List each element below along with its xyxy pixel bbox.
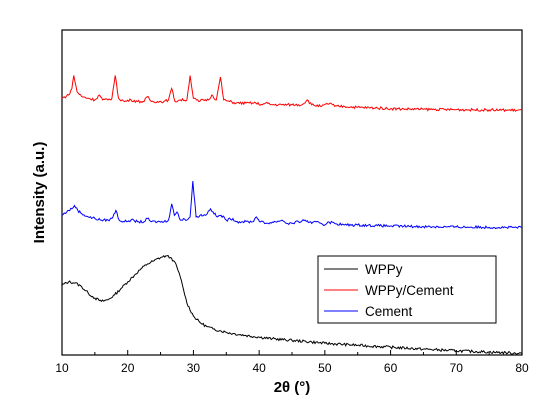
x-axis-ticks [61, 350, 523, 355]
legend: WPPy WPPy/Cement Cement [317, 255, 497, 324]
plot-area: 10 20 30 40 50 60 70 80 [55, 29, 529, 375]
x-tick-label: 70 [450, 361, 464, 375]
series-line-wppy [61, 255, 523, 355]
y-axis-title: Intensity (a.u.) [31, 142, 48, 244]
series-lines [61, 75, 523, 355]
x-tick-label: 20 [121, 361, 135, 375]
x-tick-label: 40 [252, 361, 266, 375]
legend-label: WPPy [365, 262, 403, 277]
x-tick-label: 30 [187, 361, 201, 375]
x-tick-label: 80 [515, 361, 529, 375]
x-tick-label: 60 [384, 361, 398, 375]
x-tick-label: 50 [318, 361, 332, 375]
series-line-cement [61, 181, 523, 230]
legend-label: WPPy/Cement [365, 283, 454, 298]
x-tick-label: 10 [55, 361, 69, 375]
x-axis-title: 2θ (°) [274, 379, 311, 396]
legend-label: Cement [365, 304, 413, 319]
series-line-wppy-cement [61, 75, 523, 113]
x-axis-tick-labels: 10 20 30 40 50 60 70 80 [55, 361, 529, 375]
